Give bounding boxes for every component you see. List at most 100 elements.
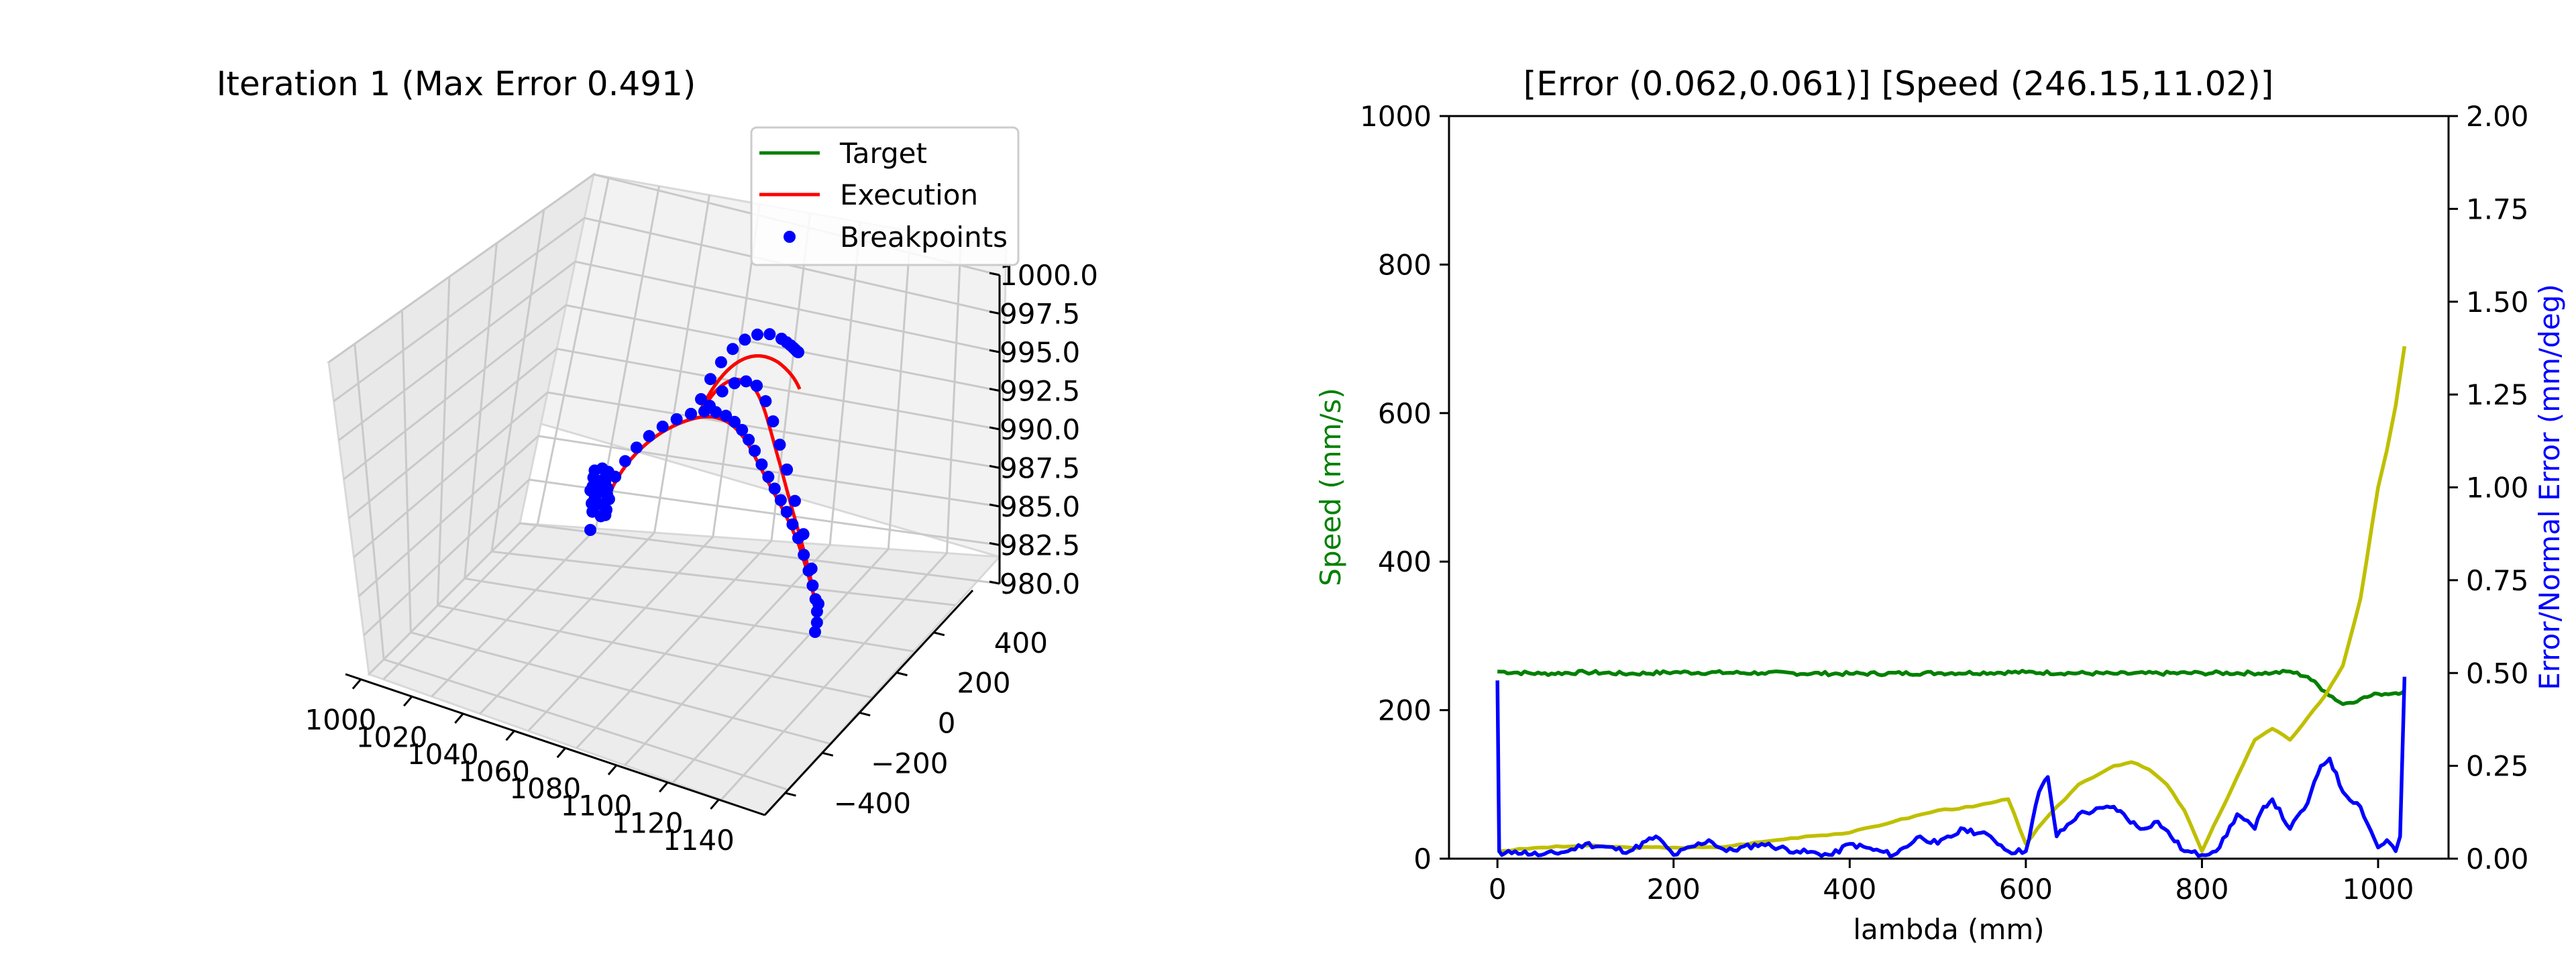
grid-z <box>368 522 1000 676</box>
grid-z <box>353 391 1000 558</box>
breakpoint-marker <box>774 494 787 506</box>
grid-y-floor <box>491 550 956 606</box>
breakpoint-marker <box>720 409 733 422</box>
breakpoint-marker <box>704 400 716 412</box>
grid-z <box>338 260 1000 441</box>
x-tick-mark <box>505 730 515 741</box>
breakpoint-marker <box>714 356 727 368</box>
legend-breakpoints-label: Breakpoints <box>840 221 1008 254</box>
breakpoint-marker <box>695 393 707 405</box>
breakpoint-marker <box>740 375 753 388</box>
breakpoint-marker <box>809 626 821 638</box>
y-right-tick-label: 1.50 <box>2466 286 2529 319</box>
z-ticks-3d: 980.0 982.5 985.0 987.5 990.0 992.5 995.0 997.5… <box>989 259 1098 600</box>
right-series-group <box>1495 345 2407 859</box>
grid-z <box>343 304 1000 480</box>
y-ticks-right: 0.00 0.25 0.50 0.75 1.00 1.25 1.50 1.75 2.00 <box>2449 100 2529 875</box>
x-tick-mark <box>402 696 413 707</box>
breakpoint-marker <box>786 518 799 531</box>
y-right-tick-label: 0.50 <box>2466 657 2529 690</box>
legend-box <box>750 126 1020 266</box>
breakpoint-marker <box>704 373 716 386</box>
y-tick-label: 600 <box>1378 397 1432 430</box>
z-tick-label: 997.5 <box>1000 298 1080 331</box>
x-tick-label: 1080 <box>509 772 581 805</box>
y-tick-label: 400 <box>994 627 1048 659</box>
z-tick-label: 995.0 <box>1000 336 1080 369</box>
z-tick-mark <box>989 272 1000 276</box>
grid-z <box>348 347 1000 519</box>
legend-execution-label: Execution <box>840 178 978 211</box>
z-tick-label: 982.5 <box>1000 529 1080 562</box>
grid-x-floor <box>720 552 948 800</box>
breakpoint-marker <box>643 430 655 443</box>
y-tick-label: 800 <box>1378 248 1432 281</box>
breakpoint-marker <box>716 385 729 398</box>
breakpoint-marker <box>810 616 823 629</box>
breakpoint-marker <box>788 494 801 507</box>
y-right-tick-label: 0.75 <box>2466 564 2529 597</box>
x-axis-line <box>345 673 765 816</box>
x-tick-label: 1140 <box>663 824 735 857</box>
breakpoint-marker <box>630 441 643 454</box>
breakpoint-marker <box>619 455 631 468</box>
z-tick-label: 987.5 <box>1000 452 1080 485</box>
x-tick-mark <box>454 712 464 724</box>
breakpoint-marker <box>743 433 755 446</box>
x-tick-label: 1000 <box>305 704 376 737</box>
grid-z <box>358 435 1000 597</box>
grid-x-back <box>828 221 861 545</box>
left-chart-title: Iteration 1 (Max Error 0.491) <box>217 64 696 103</box>
x-tick-mark <box>710 798 720 810</box>
breakpoint-marker <box>773 438 786 451</box>
x-tick-mark <box>556 747 566 759</box>
breakpoint-marker <box>728 377 741 390</box>
y-tick-mark <box>785 792 796 797</box>
y-axis-label-right: Error/Normal Error (mm/deg) <box>2533 284 2566 690</box>
right-chart-title: [Error (0.062,0.061)] [Speed (246.15,11.… <box>1523 64 2274 103</box>
breakpoint-marker <box>767 415 780 428</box>
z-tick-mark <box>989 349 1000 354</box>
y-tick-label: −400 <box>834 787 911 820</box>
x-tick-label: 1000 <box>2343 873 2414 906</box>
breakpoint-marker <box>736 423 749 436</box>
series-line-error <box>1497 345 2407 853</box>
breakpoint-marker <box>670 413 683 425</box>
legend-target-label: Target <box>839 137 927 170</box>
y-tick-mark <box>933 631 945 637</box>
z-tick-mark <box>989 580 1000 585</box>
plot-frame <box>1448 115 2450 860</box>
x-tick-label: 1020 <box>356 720 428 753</box>
y-right-tick-label: 0.25 <box>2466 750 2529 783</box>
breakpoint-marker <box>727 343 739 356</box>
x-tick-label: 400 <box>1823 873 1876 906</box>
right-chart: [Error (0.062,0.061)] [Speed (246.15,11.… <box>1314 64 2566 946</box>
z-tick-mark <box>989 388 1000 392</box>
breakpoint-marker <box>739 333 751 346</box>
breakpoint-marker <box>759 395 772 408</box>
x-tick-mark <box>607 764 618 775</box>
series-line-normal-error <box>1495 676 2407 859</box>
y-tick-mark <box>822 751 834 757</box>
y-right-tick-label: 0.00 <box>2466 843 2529 875</box>
series-breakpoints <box>584 328 824 638</box>
z-tick-label: 985.0 <box>1000 490 1080 523</box>
y-ticks-left: 0 200 400 600 800 1000 <box>1360 100 1449 875</box>
breakpoint-marker <box>792 346 804 358</box>
grid-x-back <box>946 239 962 553</box>
y-axis-line <box>763 589 974 816</box>
y-tick-mark <box>859 712 871 716</box>
grid-x-floor <box>576 540 773 749</box>
breakpoint-marker <box>685 408 697 420</box>
y-tick-label: 400 <box>1378 545 1432 578</box>
x-axis-label: lambda (mm) <box>1853 913 2044 946</box>
breakpoint-marker <box>797 528 810 541</box>
x-tick-label: 200 <box>1647 873 1701 906</box>
grid-y-floor <box>383 658 788 791</box>
grid-x-floor <box>479 531 655 714</box>
breakpoint-marker <box>596 475 609 488</box>
z-tick-label: 990.0 <box>1000 413 1080 446</box>
